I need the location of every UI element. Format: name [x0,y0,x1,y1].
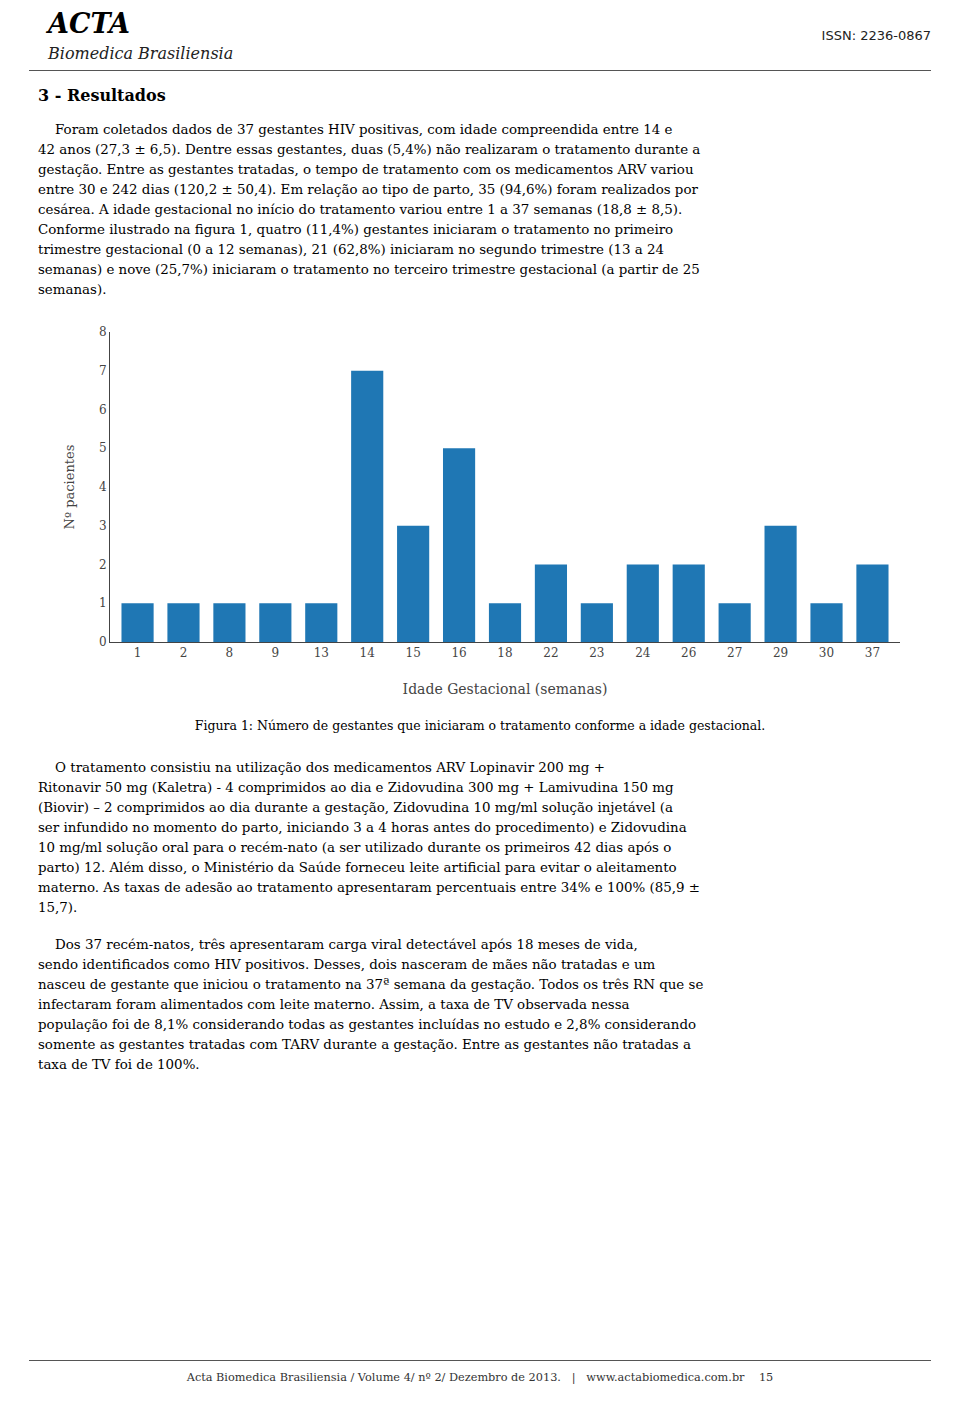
svg-text:26: 26 [681,646,696,660]
svg-text:15: 15 [405,646,420,660]
svg-text:Nº pacientes: Nº pacientes [62,445,77,530]
html-text:ISSN: 2236-0867: ISSN: 2236-0867 [821,28,931,43]
svg-text:30: 30 [819,646,834,660]
html-text:Foram coletados dados de 37 ge: Foram coletados dados de 37 gestantes HI… [38,122,701,297]
svg-text:8: 8 [99,325,107,339]
svg-text:5: 5 [99,441,107,455]
svg-text:1: 1 [99,596,107,610]
svg-text:9: 9 [272,646,280,660]
html-text:Biomedica Brasiliensia: Biomedica Brasiliensia [48,44,234,63]
svg-text:29: 29 [773,646,788,660]
svg-text:18: 18 [497,646,512,660]
svg-text:7: 7 [99,364,107,378]
html-text:O tratamento consistiu na util: O tratamento consistiu na utilização dos… [38,760,701,915]
html-text:Acta Biomedica Brasiliensia /: Acta Biomedica Brasiliensia / Volume 4/ … [186,1371,774,1384]
svg-text:2: 2 [99,558,107,572]
svg-text:6: 6 [99,403,107,417]
html-text:Figura 1: Número de gestantes: Figura 1: Número de gestantes que inicia… [194,718,766,733]
svg-text:2: 2 [180,646,188,660]
svg-text:4: 4 [99,480,107,494]
html-text:Dos 37 recém-natos, três apres: Dos 37 recém-natos, três apresentaram ca… [38,937,704,1072]
svg-text:37: 37 [865,646,880,660]
svg-text:14: 14 [360,646,376,660]
html-text:3 - Resultados: 3 - Resultados [38,86,166,105]
svg-text:23: 23 [589,646,604,660]
svg-text:8: 8 [226,646,234,660]
svg-text:0: 0 [99,635,107,649]
html-text:ACTA: ACTA [48,8,130,39]
svg-text:24: 24 [635,646,651,660]
svg-text:16: 16 [451,646,466,660]
svg-text:27: 27 [727,646,742,660]
svg-text:13: 13 [314,646,329,660]
svg-text:1: 1 [134,646,142,660]
svg-text:Idade Gestacional (semanas): Idade Gestacional (semanas) [403,681,608,697]
svg-text:3: 3 [99,519,107,533]
svg-text:22: 22 [543,646,558,660]
